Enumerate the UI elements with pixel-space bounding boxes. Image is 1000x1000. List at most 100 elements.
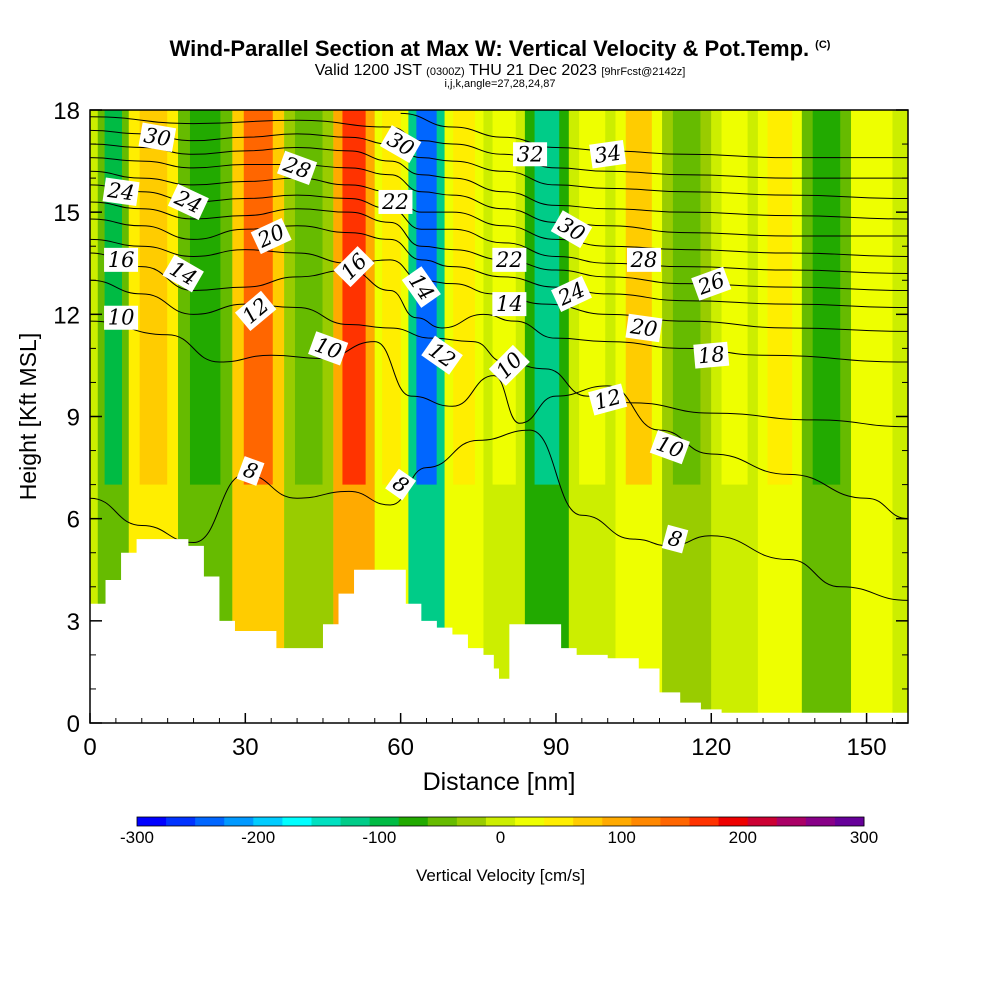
colorbar-swatch <box>631 817 661 826</box>
isentrope-30 <box>90 129 908 200</box>
colorbar-swatch <box>747 817 778 826</box>
contour-label-box <box>492 247 527 272</box>
colorbar-swatch <box>689 817 720 826</box>
x-tick-label: 60 <box>387 734 414 761</box>
colorbar-swatch <box>166 817 196 826</box>
contour-label: 14 <box>492 292 527 317</box>
colorbar-tick-label: -300 <box>120 828 154 847</box>
contour-label-text: 22 <box>495 248 523 272</box>
isentrope-10 <box>90 320 908 520</box>
colorbar-frame <box>136 816 865 827</box>
contour-label-box <box>250 217 292 255</box>
contour-label-box <box>513 142 548 167</box>
colorbar-swatch <box>311 817 342 826</box>
isentrope-18 <box>90 218 908 309</box>
colorbar-swatch <box>776 817 807 826</box>
contour-label-box <box>234 290 277 332</box>
isentrope-12 <box>90 279 908 428</box>
isentrope-16 <box>90 238 908 332</box>
contour-label-box <box>649 430 690 465</box>
contour-label-box <box>104 247 139 272</box>
chart-title: Wind-Parallel Section at Max W: Vertical… <box>0 36 1000 62</box>
y-tick-label: 15 <box>53 200 80 227</box>
isentrope-22 <box>90 184 908 274</box>
isentrope-14 <box>90 252 908 363</box>
contour-label: 22 <box>378 189 413 214</box>
velocity-core <box>812 110 841 485</box>
contour-label-box <box>550 210 593 249</box>
y-tick-label: 0 <box>67 711 80 738</box>
valid-utc: (0300Z) <box>426 66 465 78</box>
terrain <box>90 539 908 723</box>
contour-label-box <box>551 275 592 312</box>
contour-label-text: 20 <box>628 314 659 342</box>
contour-label: 28 <box>626 247 661 272</box>
contour-label: 10 <box>104 305 139 330</box>
velocity-core <box>453 110 475 485</box>
velocity-core <box>721 110 748 485</box>
velocity-core <box>672 110 701 485</box>
terrain-fill <box>90 539 908 723</box>
contour-label-box <box>589 140 627 169</box>
y-tick-label: 18 <box>53 98 80 125</box>
contour-label-text: 34 <box>593 141 623 168</box>
colorbar-swatch <box>137 817 167 826</box>
contour-label-box <box>691 266 732 301</box>
contour-label: 8 <box>661 524 689 554</box>
contour-label: 30 <box>138 122 177 153</box>
contour-label-box <box>421 335 463 375</box>
contour-label-box <box>333 246 375 288</box>
velocity-core <box>767 110 793 485</box>
contour-label-box <box>138 122 177 153</box>
contour-label: 20 <box>625 313 663 343</box>
contour-label-box <box>588 383 628 416</box>
contour-label-text: 24 <box>105 178 136 206</box>
colorbar-swatch <box>834 817 865 826</box>
contour-label-box <box>167 183 209 221</box>
colorbar-tick-label: -100 <box>362 828 396 847</box>
x-tick-label: 90 <box>543 734 570 761</box>
colorbar-swatch <box>544 817 574 826</box>
y-axis-label: Height [Kft MSL] <box>15 333 41 500</box>
velocity-core <box>382 110 401 485</box>
contour-label: 32 <box>513 142 548 167</box>
x-tick-label: 30 <box>232 734 259 761</box>
x-tick-label: 150 <box>847 734 887 761</box>
valid-date: THU 21 Dec 2023 <box>468 62 597 79</box>
colorbar-swatch <box>427 817 458 826</box>
contour-label-box <box>401 266 441 308</box>
colorbar-tick-label: 200 <box>729 828 757 847</box>
colorbar-tick-label: -200 <box>241 828 275 847</box>
contour-label-box <box>277 150 318 185</box>
colorbar-swatch <box>805 817 836 826</box>
x-tick-label: 0 <box>83 734 96 761</box>
velocity-core <box>342 110 366 485</box>
valid-time: Valid 1200 JST <box>314 62 422 79</box>
contour-label-text: 16 <box>108 248 135 272</box>
isentrope-26 <box>90 157 908 237</box>
contour-label-box <box>626 247 661 272</box>
colorbar-swatch <box>515 817 545 826</box>
isentrope-24 <box>90 170 908 257</box>
contour-label-text: 22 <box>381 190 409 214</box>
copyright-mark: (C) <box>815 38 831 51</box>
contour-label: 24 <box>102 177 140 206</box>
contour-label-box <box>488 344 530 386</box>
forecast-info: [9hrFcst@2142z] <box>601 66 686 78</box>
y-tick-label: 3 <box>67 609 80 636</box>
y-tick-label: 6 <box>67 507 80 534</box>
colorbar-swatch <box>718 817 749 826</box>
contour-label-text: 28 <box>630 248 658 272</box>
isentrope-32 <box>90 116 908 179</box>
chart-title-text: Wind-Parallel Section at Max W: Vertical… <box>169 36 810 61</box>
contour-label-box <box>308 331 349 366</box>
y-tick-label: 12 <box>53 302 80 329</box>
colorbar-swatch <box>253 817 283 826</box>
colorbar-swatch <box>369 817 400 826</box>
colorbar-swatch <box>573 817 603 826</box>
x-tick-label: 120 <box>691 734 731 761</box>
contour-label-box <box>661 524 689 554</box>
velocity-core <box>139 110 168 485</box>
contour-label-box <box>378 189 413 214</box>
